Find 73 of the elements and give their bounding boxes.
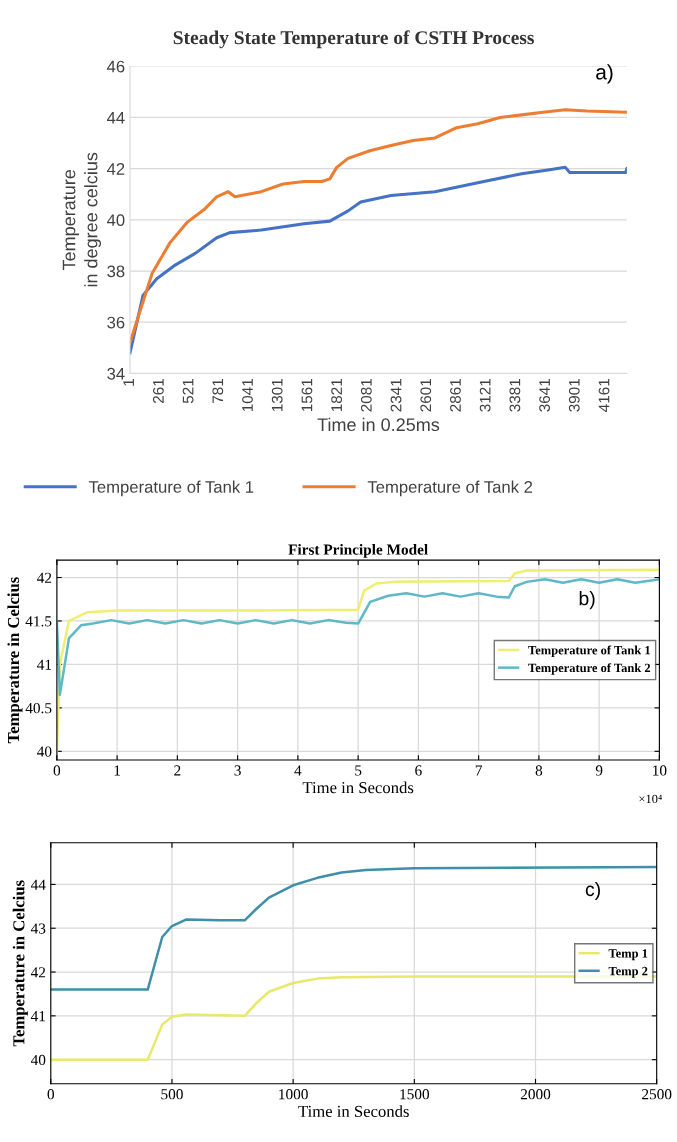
y-tick-label: 41 xyxy=(37,659,52,670)
x-tick-label: 5 xyxy=(355,765,362,776)
x-tick-label: 7 xyxy=(475,765,483,776)
x-tick-label: 1821 xyxy=(331,379,343,412)
x-axis-title: Time in Seconds xyxy=(298,1105,409,1117)
y-axis-title: Temperature in Celcius xyxy=(12,880,28,1047)
chart-title: Steady State Temperature of CSTH Process xyxy=(173,30,534,49)
legend-label: Temp 1 xyxy=(608,949,648,961)
annotation: a) xyxy=(596,64,613,84)
y-tick-label: 40 xyxy=(30,1054,46,1066)
text: ×10⁴ xyxy=(639,794,662,804)
x-tick-label: 2081 xyxy=(360,379,372,412)
y-tick-label: 44 xyxy=(106,112,125,124)
line-series xyxy=(129,108,627,345)
legend-label: Temperature of Tank 1 xyxy=(528,645,650,657)
x-tick-label: 1561 xyxy=(301,379,313,412)
x-tick-label: 521 xyxy=(182,379,194,404)
annotation: c) xyxy=(585,881,600,901)
x-tick-label: 0 xyxy=(53,765,61,776)
x-tick-label: 2861 xyxy=(450,379,461,412)
x-tick-label: 500 xyxy=(161,1089,183,1100)
y-tick-label: 41.5 xyxy=(25,616,52,627)
y-tick-label: 40.5 xyxy=(25,703,52,714)
x-tick-label: 3 xyxy=(234,765,241,776)
x-tick-label: 3121 xyxy=(479,379,491,412)
x-tick-label: 2601 xyxy=(420,379,432,412)
x-tick-label: 10 xyxy=(653,765,667,776)
x-tick-label: 2341 xyxy=(390,379,402,412)
legend-label: Temperature of Tank 2 xyxy=(528,663,651,675)
y-tick-label: 34 xyxy=(107,367,125,380)
x-tick-label: 4 xyxy=(294,765,302,776)
x-tick-label: 781 xyxy=(212,379,224,403)
x-tick-label: 2000 xyxy=(520,1089,551,1100)
y-tick-label: 42 xyxy=(30,967,46,978)
x-tick-label: 4161 xyxy=(598,379,610,412)
x-tick-label: 9 xyxy=(595,765,603,776)
x-tick-label: 2500 xyxy=(642,1089,672,1100)
y-tick-label: 42 xyxy=(106,163,125,175)
x-tick-label: 3381 xyxy=(509,379,521,412)
y-axis-title: Temperature in Celcius xyxy=(7,577,23,744)
x-tick-label: 8 xyxy=(535,765,543,776)
x-tick-label: 2 xyxy=(174,765,181,776)
y-tick-label: 44 xyxy=(30,879,46,890)
y-tick-label: 40 xyxy=(37,746,52,757)
line-series xyxy=(129,165,627,355)
line-series xyxy=(56,578,660,697)
legend-label: Temperature of Tank 2 xyxy=(367,480,533,497)
x-tick-label: 0 xyxy=(47,1089,55,1100)
y-tick-label: 43 xyxy=(30,923,46,934)
y-tick-label: 40 xyxy=(106,214,125,227)
x-tick-label: 3901 xyxy=(568,379,580,412)
y-tick-label: 38 xyxy=(107,265,125,278)
x-tick-label: 1041 xyxy=(242,379,253,412)
y-tick-label: 42 xyxy=(37,572,52,583)
legend-label: Temperature of Tank 1 xyxy=(88,480,254,497)
x-tick-label: 1 xyxy=(123,379,134,386)
chart-title: First Principle Model xyxy=(288,543,428,558)
y-tick-label: 46 xyxy=(106,60,125,73)
y-axis-title: Temperature in degree celcius xyxy=(62,152,102,287)
legend-label: Temp 2 xyxy=(608,966,648,978)
x-tick-label: 1 xyxy=(114,765,121,776)
y-tick-label: 36 xyxy=(107,316,125,329)
x-tick-label: 6 xyxy=(415,765,422,776)
y-tick-label: 41 xyxy=(30,1011,45,1022)
x-axis-title: Time in 0.25ms xyxy=(317,417,440,432)
x-tick-label: 3641 xyxy=(539,379,550,412)
x-axis-title: Time in Seconds xyxy=(302,781,414,794)
x-tick-label: 1301 xyxy=(271,379,283,412)
x-tick-label: 261 xyxy=(152,379,164,404)
x-tick-label: 1500 xyxy=(400,1089,430,1100)
x-tick-label: 1000 xyxy=(279,1089,308,1100)
line-series xyxy=(50,865,657,991)
annotation: b) xyxy=(579,591,595,610)
